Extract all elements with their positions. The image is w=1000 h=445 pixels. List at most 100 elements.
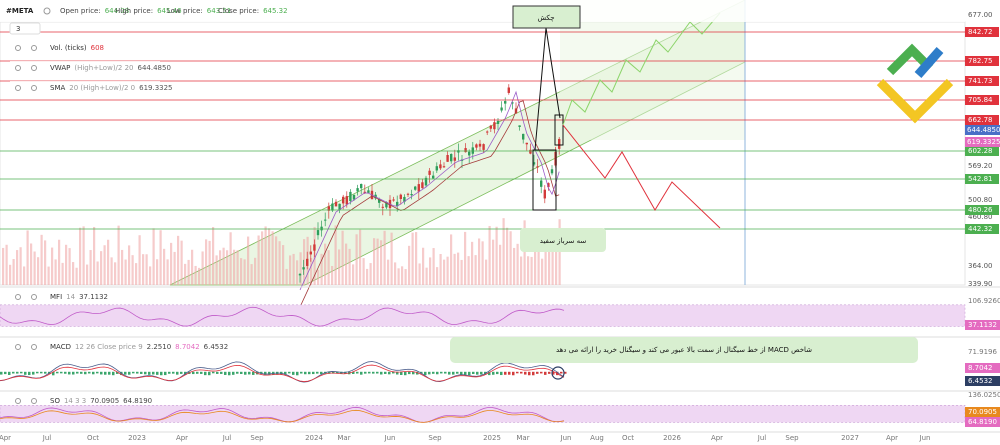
candle-body: [378, 199, 381, 203]
visibility-toggle[interactable]: [15, 65, 21, 71]
macd-histogram: [156, 371, 159, 375]
macd-histogram: [440, 371, 443, 374]
pane-legend-part: 70.0905: [90, 397, 119, 405]
visibility-toggle[interactable]: [15, 398, 21, 404]
macd-histogram: [208, 371, 211, 376]
candle-body: [320, 226, 323, 231]
volume-bar: [369, 263, 372, 285]
macd-histogram: [300, 371, 303, 374]
macd-note-part: شاخص MACD از خط سیگنال از سمت بالا عبور …: [556, 345, 812, 354]
volume-bar: [425, 267, 428, 285]
macd-histogram: [464, 371, 467, 375]
volume-bar: [128, 245, 131, 285]
settings-icon[interactable]: [31, 85, 37, 91]
level-label: 480.26: [968, 206, 993, 214]
settings-icon[interactable]: [31, 398, 37, 404]
ohlc-close-part: 645.32: [263, 7, 288, 15]
volume-bar: [285, 268, 288, 285]
time-tick-label-part: Apr: [176, 434, 188, 442]
indicator-legend-part: 619.3325: [139, 84, 172, 92]
price-tick-label: 460.80: [968, 213, 993, 221]
candle-body: [396, 201, 399, 207]
volume-bar: [418, 263, 421, 285]
macd-histogram: [372, 371, 375, 374]
volume-bar: [299, 252, 302, 285]
macd-histogram: [72, 371, 75, 375]
macd-histogram: [336, 371, 339, 374]
visibility-toggle[interactable]: [15, 294, 21, 300]
price-tick-label: 500.80: [968, 196, 993, 204]
macd-histogram: [204, 371, 207, 376]
volume-bar: [93, 226, 96, 285]
volume-bar: [5, 244, 8, 285]
time-tick-label-part: Jun: [560, 434, 572, 442]
pane-axis-label-part: 71.9196: [968, 348, 997, 356]
vwap-line: [299, 90, 560, 291]
volume-bar: [159, 230, 162, 285]
volume-bar: [464, 231, 467, 285]
toolbar: [0, 0, 965, 22]
settings-icon[interactable]: [31, 344, 37, 350]
settings-icon[interactable]: [31, 65, 37, 71]
volume-bar: [359, 229, 362, 285]
pane-legend-part: MACD: [50, 343, 71, 351]
legend-row: [10, 81, 160, 95]
time-tick-label: Apr: [886, 434, 898, 442]
visibility-toggle[interactable]: [15, 85, 21, 91]
macd-histogram: [196, 371, 199, 374]
macd-histogram: [144, 371, 147, 375]
level-label: 705.84: [968, 96, 993, 104]
pane-marker-label: 6.4532: [968, 377, 993, 385]
candle-body: [381, 206, 384, 208]
volume-bar: [114, 262, 117, 285]
volume-bar: [198, 267, 201, 285]
level-label-part: 705.84: [968, 96, 993, 104]
pane-marker: [965, 407, 1000, 417]
volume-bar: [82, 226, 85, 285]
macd-histogram: [132, 371, 135, 374]
candle-body: [507, 87, 510, 93]
time-tick-label-part: Mar: [337, 434, 350, 442]
ohlc-low: Low price: 643.51: [167, 7, 231, 15]
macd-histogram: [224, 371, 227, 375]
price-marker: [965, 125, 1000, 135]
volume-bar: [156, 259, 159, 285]
settings-icon[interactable]: [31, 294, 37, 300]
candle-body: [392, 199, 395, 201]
ohlc-high: High price: 645.46: [115, 7, 182, 15]
macd-histogram: [512, 371, 515, 376]
macd-histogram: [172, 371, 175, 374]
toolbar-icon[interactable]: [43, 7, 51, 15]
candle-body: [475, 144, 478, 148]
candle-body: [536, 166, 539, 168]
visibility-toggle[interactable]: [15, 344, 21, 350]
volume-bar: [117, 225, 120, 285]
volume-bar: [222, 247, 225, 285]
volume-bar: [107, 239, 110, 285]
hammer-label: چکش: [537, 14, 554, 22]
visibility-toggle[interactable]: [15, 45, 21, 51]
macd-histogram: [552, 371, 555, 375]
settings-icon[interactable]: [31, 45, 37, 51]
volume-bar: [380, 240, 383, 285]
ohlc-close-part: Close price:: [218, 7, 259, 15]
pattern-box: [532, 149, 557, 211]
price-tick-label-part: 364.00: [968, 262, 993, 270]
macd-histogram: [40, 371, 43, 374]
volume-bar: [2, 247, 5, 285]
time-tick-label: Apr: [0, 434, 11, 442]
macd-histogram: [52, 371, 55, 376]
volume-bar: [268, 228, 271, 285]
timeframe-select[interactable]: [9, 22, 41, 35]
macd-histogram: [64, 371, 67, 374]
projection-zone: [560, 0, 745, 140]
macd-histogram: [88, 371, 91, 374]
symbol: #META: [6, 7, 34, 15]
time-tick-label-part: Sep: [250, 434, 264, 442]
volume-bar: [443, 259, 446, 285]
macd-histogram: [412, 371, 415, 375]
volume-bar: [513, 247, 516, 285]
candle-body: [442, 166, 446, 168]
candle-body: [403, 196, 406, 202]
macd-histogram: [524, 371, 527, 375]
